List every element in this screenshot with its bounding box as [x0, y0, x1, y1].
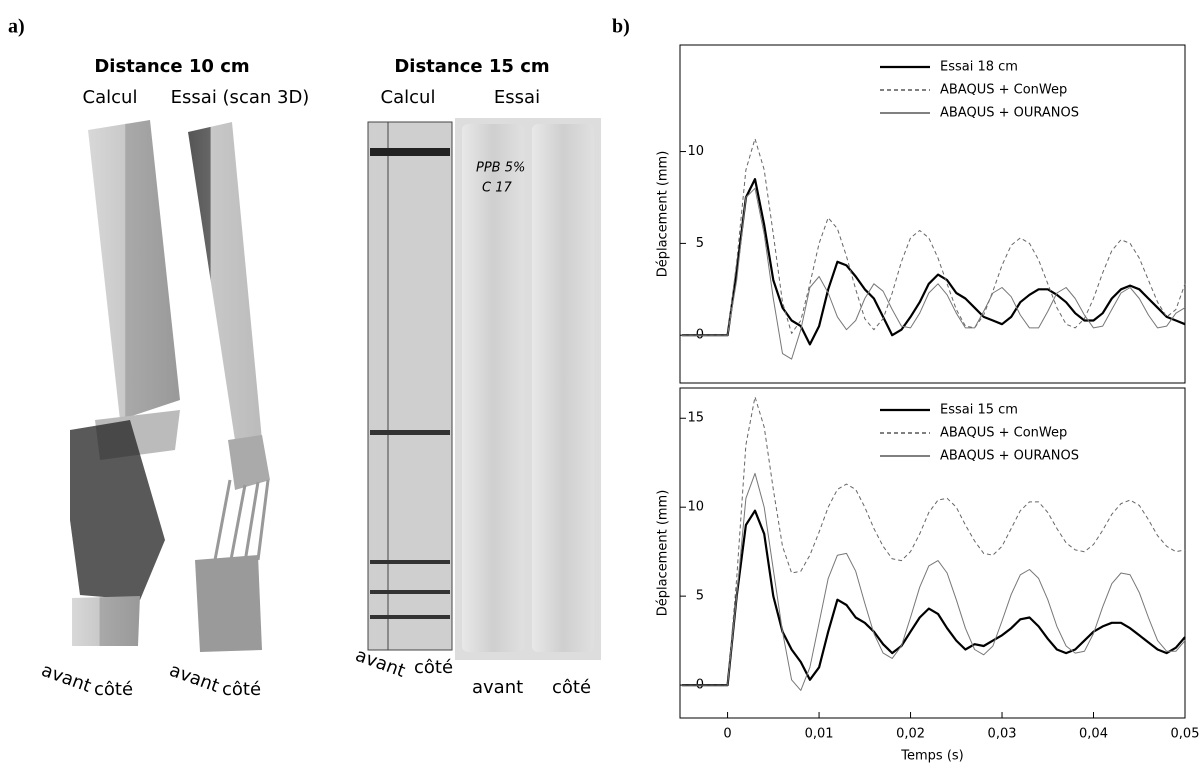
legend-label: ABAQUS + OURANOS: [940, 106, 1079, 121]
y-tick-label: 10: [687, 144, 704, 159]
view-label: côté: [94, 679, 133, 700]
y-tick-label: 5: [696, 236, 704, 251]
view-label: avant: [39, 660, 94, 697]
panel-label: b): [612, 16, 630, 38]
data-line: [682, 188, 1185, 359]
y-axis-label: Déplacement (mm): [656, 151, 671, 278]
y-tick-label: 15: [687, 411, 704, 426]
legend-label: ABAQUS + ConWep: [940, 426, 1067, 441]
plot-frame: [680, 45, 1185, 383]
legend-label: Essai 15 cm: [940, 403, 1018, 418]
legend-label: Essai 18 cm: [940, 60, 1018, 75]
figure: a) b) Distance 10 cm Calcul Essai (scan …: [0, 0, 1201, 767]
group-title: Distance 15 cm: [394, 56, 549, 77]
column-title: Essai: [494, 87, 540, 108]
data-line: [682, 397, 1185, 685]
specimen-image: [368, 118, 601, 660]
column-title: Calcul: [83, 87, 138, 108]
view-label: côté: [552, 677, 591, 698]
data-line: [682, 139, 1185, 336]
x-tick-label: 0: [723, 727, 731, 742]
view-label: avant: [472, 677, 523, 698]
specimen-mark: PPB 5%: [476, 161, 525, 176]
y-tick-label: 5: [696, 589, 704, 604]
data-line: [682, 179, 1185, 344]
column-title: Essai (scan 3D): [171, 87, 310, 108]
x-axis-label: Temps (s): [900, 749, 963, 764]
view-label: côté: [222, 679, 261, 700]
legend-label: ABAQUS + OURANOS: [940, 449, 1079, 464]
x-tick-label: 0,03: [988, 727, 1017, 742]
x-tick-label: 0,05: [1171, 727, 1200, 742]
specimen-mark: C 17: [482, 181, 512, 196]
y-tick-label: 10: [687, 500, 704, 515]
column-title: Calcul: [381, 87, 436, 108]
x-tick-label: 0,01: [805, 727, 834, 742]
plot-frame: [680, 388, 1185, 718]
group-title: Distance 10 cm: [94, 56, 249, 77]
view-label: côté: [414, 657, 453, 678]
data-line: [682, 473, 1185, 690]
panel-label: a): [8, 16, 25, 38]
x-tick-label: 0,04: [1079, 727, 1108, 742]
specimen-image: [70, 120, 270, 652]
data-line: [682, 511, 1185, 685]
legend-label: ABAQUS + ConWep: [940, 83, 1067, 98]
x-tick-label: 0,02: [896, 727, 925, 742]
y-axis-label: Déplacement (mm): [656, 490, 671, 617]
view-label: avant: [167, 660, 222, 697]
